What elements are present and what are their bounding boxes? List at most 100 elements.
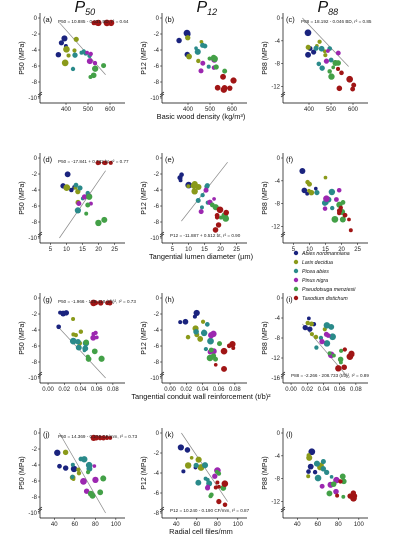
- data-point: [92, 60, 98, 66]
- data-point: [317, 39, 322, 44]
- panel-label: (c): [286, 15, 295, 24]
- data-point: [207, 337, 214, 345]
- y-tick-label: -4: [32, 463, 38, 469]
- data-point: [341, 494, 346, 499]
- data-point: [335, 50, 341, 56]
- y-axis-label: P12 (MPa): [141, 181, 148, 214]
- x-tick-label: 5: [292, 247, 296, 253]
- legend-marker: [293, 286, 299, 292]
- y-tick-label: -4: [154, 188, 160, 194]
- data-point: [97, 435, 103, 441]
- y-tick-label: -10: [28, 96, 37, 102]
- x-tick-label: 500: [326, 107, 337, 113]
- data-point: [306, 181, 312, 187]
- data-point: [76, 470, 82, 476]
- data-point: [331, 353, 336, 358]
- data-point: [83, 339, 89, 346]
- y-tick-label: 0: [277, 16, 281, 22]
- data-point: [69, 337, 77, 345]
- data-point: [97, 300, 104, 306]
- x-tick-label: 20: [338, 247, 345, 253]
- axis-break-mark: [37, 91, 43, 96]
- data-point: [202, 462, 209, 469]
- panel-label: (f): [286, 155, 294, 164]
- data-point: [108, 160, 113, 165]
- y-tick-label: -6: [32, 344, 38, 350]
- data-point: [185, 334, 191, 340]
- x-tick-label: 400: [304, 107, 315, 113]
- data-point: [336, 187, 342, 193]
- data-point: [177, 444, 184, 451]
- data-point: [95, 160, 101, 166]
- data-point: [227, 85, 233, 91]
- data-point: [194, 46, 198, 50]
- data-point: [62, 465, 69, 471]
- y-tick-label: -4: [275, 179, 281, 185]
- panel-k: (k) P12 (MPa) 0 -2 -4 -6 -8 40 60 80 100 P12 = 10.2…: [141, 428, 250, 528]
- data-point: [88, 74, 93, 79]
- x-tick-label: 100: [354, 522, 365, 528]
- x-tick-label: 60: [314, 522, 321, 528]
- y-tick-label: -12: [271, 356, 280, 362]
- data-point: [304, 29, 312, 37]
- data-point: [339, 216, 346, 223]
- data-point: [194, 48, 201, 55]
- data-point: [98, 355, 105, 362]
- regression-equation: P88 = 18.192 - 0.046 BD, r² = 0.85: [301, 19, 372, 24]
- legend-entry: Picea abies: [302, 269, 329, 275]
- y-tick-label: -2: [32, 447, 38, 453]
- data-point: [206, 64, 211, 69]
- column-title-subscript: 50: [85, 7, 95, 17]
- data-point: [305, 191, 310, 196]
- axis-break-mark: [280, 371, 286, 376]
- data-point: [193, 309, 200, 317]
- y-axis-label: P12 (MPa): [141, 41, 148, 74]
- data-point: [209, 492, 214, 497]
- data-point: [104, 161, 108, 165]
- data-point: [342, 212, 348, 218]
- data-point: [71, 317, 76, 322]
- x-tick-label: 600: [227, 107, 238, 113]
- data-point: [348, 228, 353, 233]
- y-tick-label: -4: [32, 328, 38, 334]
- axis-break-mark: [37, 233, 43, 238]
- x-tick-label: 25: [354, 247, 361, 253]
- x-tick-label: 0.02: [58, 387, 70, 393]
- data-point: [85, 50, 89, 55]
- regression-line: [302, 17, 349, 67]
- data-point: [196, 58, 201, 64]
- data-point: [323, 195, 330, 202]
- x-tick-label: 0.00: [42, 387, 54, 393]
- y-tick-label: 0: [277, 296, 281, 302]
- data-point: [213, 356, 218, 362]
- data-point: [81, 456, 88, 463]
- data-point: [208, 332, 215, 339]
- data-point: [70, 474, 75, 480]
- panel-f: (f) P88 (MPa) 0 -4 -8 -12 5 10 15 20 25: [262, 153, 368, 253]
- x-tick-label: 10: [63, 247, 70, 253]
- x-tick-label: 0.06: [334, 387, 346, 393]
- data-point: [61, 59, 69, 67]
- y-tick-label: -8: [32, 495, 38, 501]
- axis-break-mark: [37, 508, 43, 513]
- data-point: [313, 45, 319, 51]
- regression-line: [59, 432, 106, 514]
- data-point: [104, 435, 110, 441]
- data-point: [324, 469, 330, 475]
- regression-equation: P12 = 10.240 - 0.190 CF/mm, r² = 0.87: [170, 508, 250, 513]
- y-tick-label: 0: [34, 431, 38, 437]
- data-point: [325, 49, 330, 53]
- data-point: [323, 58, 330, 64]
- data-point: [216, 498, 222, 505]
- data-point: [80, 477, 87, 485]
- data-point: [76, 467, 81, 472]
- data-point: [231, 346, 236, 351]
- data-point: [195, 456, 202, 463]
- data-point: [336, 66, 341, 71]
- data-point: [213, 485, 218, 490]
- y-tick-label: 0: [34, 296, 38, 302]
- data-point: [69, 187, 74, 193]
- x-tick-label: 40: [294, 522, 301, 528]
- data-point: [339, 70, 344, 76]
